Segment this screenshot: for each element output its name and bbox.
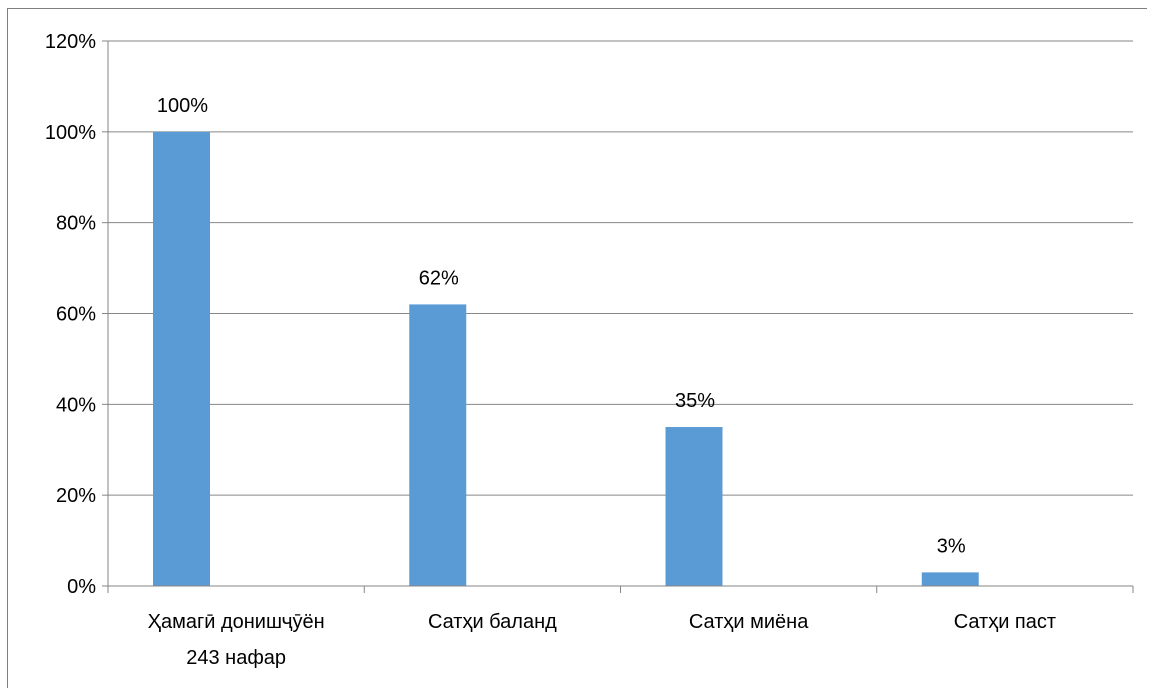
bars [153,131,979,587]
x-category-label: Сатҳи баланд [428,611,557,633]
gridlines [108,40,1133,496]
axes [102,40,1134,593]
data-label: 3% [937,535,966,557]
x-category-label: Сатҳи паст [954,611,1056,633]
data-label: 35% [675,390,715,412]
x-category-label: Ҳамагӣ донишҷӯён [148,611,325,633]
labels: 0% 20% 40% 60% 80% 100% 120% 100% Ҳамагӣ донишҷӯ… [45,31,1056,669]
y-tick-label: 0% [67,576,96,598]
bar [921,572,979,586]
data-label: 62% [419,267,459,289]
y-tick-label: 20% [56,485,96,507]
y-tick-label: 40% [56,394,96,416]
y-tick-label: 60% [56,304,96,326]
x-category-label: Сатҳи миёна [689,611,809,633]
x-category-label: 243 нафар [186,647,286,669]
bar [665,427,723,586]
y-tick-label: 120% [45,31,96,53]
bar [409,304,467,586]
y-tick-label: 80% [56,213,96,235]
chart-frame [7,8,1147,688]
y-tick-label: 100% [45,122,96,144]
data-label: 100% [157,95,208,117]
bar [153,131,210,587]
